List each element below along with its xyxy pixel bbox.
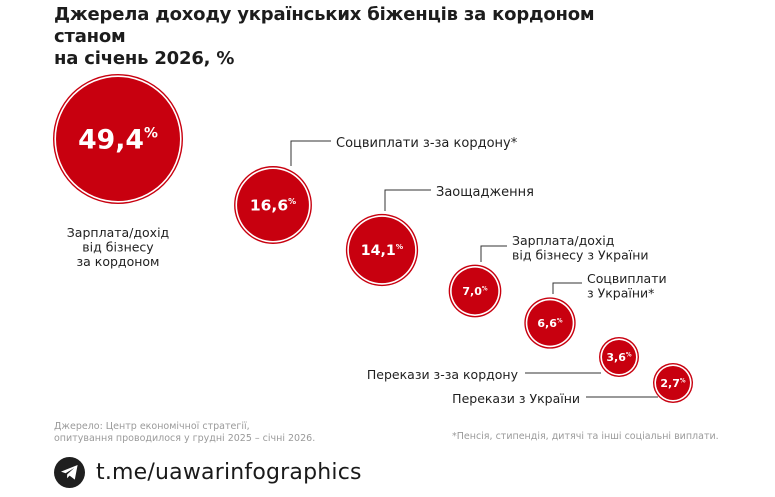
title-line-2: на січень 2026, % bbox=[54, 48, 235, 69]
footnote: *Пенсія, стипендія, дитячі та інші соціа… bbox=[452, 431, 719, 442]
chart-title: Джерела доходу українських біженців за к… bbox=[54, 4, 654, 70]
bubble-value-unit: % bbox=[557, 318, 563, 324]
bubble-value-unit: % bbox=[396, 242, 404, 251]
bubble-value-number: 7,0 bbox=[462, 285, 482, 298]
bubble-value: 7,0% bbox=[462, 285, 488, 298]
bubble-value: 3,6% bbox=[606, 351, 632, 364]
leader-line bbox=[290, 140, 331, 166]
bubble-group: 3,6% Перекази з-за кордону bbox=[367, 337, 639, 382]
bubble-value-number: 49,4 bbox=[78, 125, 144, 156]
bubble-value-unit: % bbox=[626, 352, 632, 358]
bubble-group: 2,7% Перекази з України bbox=[452, 363, 693, 406]
source-line-1: Джерело: Центр економічної стратегії, bbox=[54, 421, 250, 432]
leader-line bbox=[384, 189, 431, 211]
bubble-value-number: 2,7 bbox=[660, 377, 680, 390]
bubble-value-number: 3,6 bbox=[606, 351, 626, 364]
bubble-label: Зарплата/дохід bbox=[67, 225, 169, 240]
bubble bbox=[656, 366, 690, 400]
bubble-label: Соцвиплати з-за кордону* bbox=[336, 136, 518, 151]
bubble-value: 6,6% bbox=[537, 317, 563, 330]
bubble-label: від бізнесу з України bbox=[512, 248, 649, 263]
bubble-group: 16,6% Соцвиплати з-за кордону* bbox=[234, 136, 518, 244]
bubble-value: 14,1% bbox=[361, 242, 404, 259]
source-note: Джерело: Центр економічної стратегії, оп… bbox=[54, 421, 384, 445]
bubble bbox=[527, 300, 573, 346]
bubble-label: Перекази з України bbox=[452, 391, 580, 406]
bubble-label: з України* bbox=[587, 286, 654, 301]
bubble bbox=[348, 216, 416, 284]
bubble bbox=[451, 267, 499, 315]
bubble-value-unit: % bbox=[144, 125, 158, 141]
bubble-label: від бізнесу bbox=[82, 240, 154, 255]
bubble-value: 49,4% bbox=[78, 125, 158, 156]
bubble-label: Перекази з-за кордону bbox=[367, 367, 519, 382]
telegram-link[interactable]: t.me/uawarinfographics bbox=[54, 455, 362, 489]
bubble-value-unit: % bbox=[680, 378, 686, 384]
leader-line bbox=[480, 245, 507, 262]
bubble-value-number: 16,6 bbox=[250, 197, 288, 215]
bubble bbox=[602, 340, 636, 374]
bubble-value-unit: % bbox=[482, 286, 488, 292]
bubble-value-unit: % bbox=[288, 197, 296, 206]
bubble-label: Соцвиплати bbox=[587, 271, 667, 286]
telegram-icon bbox=[54, 456, 85, 488]
bubble-label: Заощадження bbox=[436, 185, 534, 200]
bubble bbox=[237, 169, 309, 241]
bubble-value: 16,6% bbox=[250, 197, 296, 215]
bubble-value-number: 6,6 bbox=[537, 317, 557, 330]
bubble-value: 2,7% bbox=[660, 377, 686, 390]
leader-line bbox=[552, 282, 582, 294]
telegram-url: t.me/uawarinfographics bbox=[96, 459, 362, 485]
bubble bbox=[56, 77, 180, 201]
bubble-label: Зарплата/дохід bbox=[512, 233, 614, 248]
source-line-2: опитування проводилося у грудні 2025 – с… bbox=[54, 433, 316, 444]
bubble-value-number: 14,1 bbox=[361, 243, 396, 259]
title-line-1: Джерела доходу українських біженців за к… bbox=[54, 4, 595, 47]
bubble-group: 14,1% Заощадження bbox=[345, 185, 534, 287]
bubble-label: за кордоном bbox=[77, 254, 160, 269]
